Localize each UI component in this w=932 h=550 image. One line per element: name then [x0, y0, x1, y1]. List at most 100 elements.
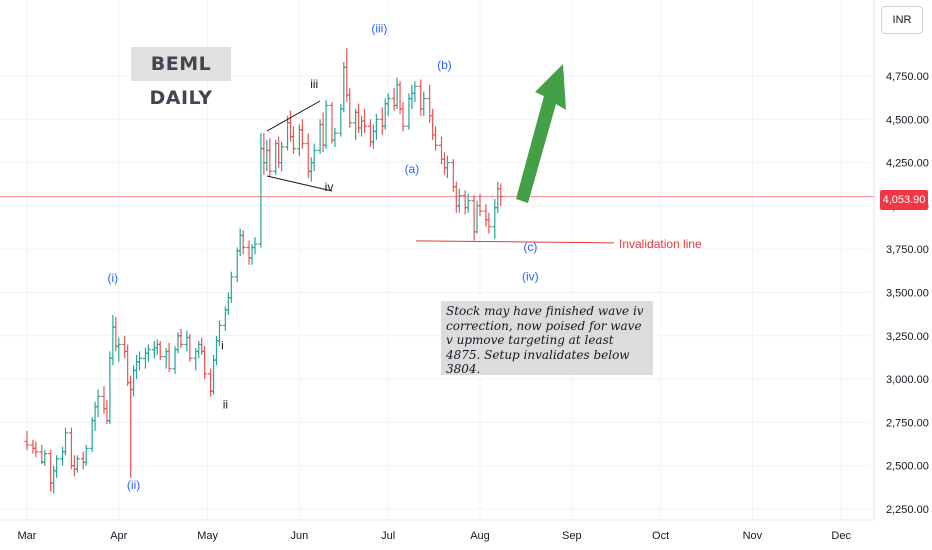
- ohlc-bar: [213, 335, 219, 366]
- ohlc-bar: [240, 230, 246, 255]
- ohlc-bar: [60, 446, 66, 466]
- ohlc-bar: [95, 389, 101, 418]
- ohlc-bar: [234, 247, 240, 283]
- price-tick-label: 4,250.00: [886, 158, 929, 170]
- wave-label: (b): [437, 58, 452, 72]
- wave-label: iv: [325, 180, 334, 194]
- ohlc-bar: [421, 91, 427, 116]
- ohlc-bar: [225, 292, 231, 316]
- price-tick-label: 2,750.00: [886, 417, 929, 429]
- ohlc-bar: [409, 84, 415, 109]
- ohlc-bar: [74, 455, 80, 473]
- ohlc-bar: [122, 335, 128, 359]
- ohlc-bar: [116, 337, 122, 362]
- time-axis[interactable]: Mar Apr May Jun Jul Aug Sep Oct Nov Dec: [0, 519, 874, 542]
- wave-label: iii: [310, 77, 318, 91]
- currency-button[interactable]: INR: [881, 6, 923, 34]
- time-tick-label: Dec: [831, 530, 851, 542]
- time-tick-label: Sep: [562, 530, 582, 542]
- ohlc-bar: [228, 271, 234, 303]
- ohlc-bar: [92, 401, 98, 432]
- ohlc-bar: [486, 212, 492, 234]
- ohlc-bar: [68, 427, 74, 470]
- ohlc-bar: [258, 133, 264, 248]
- time-tick-label: Oct: [652, 530, 669, 542]
- ohlc-bar: [385, 93, 391, 116]
- ohlc-bar: [208, 368, 214, 397]
- ohlc-bar: [246, 240, 252, 265]
- ohlc-bar: [172, 346, 178, 374]
- ohlc-bar: [30, 439, 36, 454]
- ohlc-bar: [51, 465, 57, 494]
- ohlc-bar: [264, 140, 270, 172]
- price-tick-label: 2,250.00: [886, 504, 929, 516]
- ohlc-bar: [101, 386, 107, 414]
- ohlc-bar: [128, 375, 134, 478]
- price-tick-label: 2,500.00: [886, 461, 929, 473]
- ohlc-bar: [400, 101, 406, 132]
- analysis-note: Stock may have finished wave iv correcti…: [441, 301, 653, 376]
- ohlc-bar: [107, 351, 113, 425]
- price-axis[interactable]: 2,250.00 2,500.00 2,750.00 3,000.00 3,250.00…: [873, 0, 929, 520]
- ohlc-bar: [267, 138, 273, 177]
- wave-drawings: [266, 64, 566, 203]
- ohlc-bar: [332, 127, 338, 148]
- ohlc-bar: [24, 431, 30, 451]
- ohlc-bar: [471, 195, 477, 241]
- ohlc-bar: [311, 143, 317, 172]
- ohlc-bar: [362, 108, 368, 134]
- ohlc-bar: [39, 444, 45, 464]
- time-tick-label: Jul: [381, 530, 395, 542]
- ohlc-bar: [492, 198, 498, 239]
- ohlc-bar: [456, 188, 462, 213]
- price-tick-label: 4,500.00: [886, 114, 929, 126]
- ohlc-bar: [320, 112, 326, 153]
- ohlc-bar: [412, 81, 418, 102]
- ohlc-bar: [42, 450, 48, 466]
- wave-label: (iv): [522, 269, 539, 283]
- ohlc-bar: [237, 228, 243, 257]
- price-tick-label: 4,750.00: [886, 71, 929, 83]
- ohlc-bar: [279, 141, 285, 172]
- ohlc-bar: [83, 444, 89, 466]
- time-tick-label: Nov: [743, 530, 763, 542]
- price-tick-label: 3,750.00: [886, 244, 929, 256]
- ohlc-bar: [427, 84, 433, 123]
- ohlc-bars: [24, 48, 504, 494]
- ohlc-bar: [211, 354, 217, 395]
- ohlc-bar: [134, 354, 140, 380]
- ohlc-bar: [145, 344, 151, 362]
- wave-label: (c): [523, 240, 537, 254]
- ohlc-bar: [33, 441, 39, 458]
- time-tick-label: Mar: [18, 530, 37, 542]
- target-arrow: [516, 64, 566, 203]
- ohlc-bar: [216, 320, 222, 347]
- ohlc-bar: [394, 77, 400, 109]
- ohlc-bar: [441, 152, 447, 175]
- ohlc-bar: [367, 119, 373, 148]
- time-tick-label: Jun: [291, 530, 309, 542]
- price-tick-label: 3,000.00: [886, 374, 929, 386]
- ohlc-bar: [125, 344, 131, 387]
- triangle-upper-line: [266, 100, 321, 132]
- ohlc-bar: [439, 136, 445, 165]
- time-tick-label: Aug: [470, 530, 490, 542]
- chart-title: BEML DAILY: [131, 47, 231, 109]
- ohlc-bar: [154, 339, 160, 355]
- ohlc-bar: [483, 204, 489, 227]
- ohlc-bar: [137, 351, 143, 371]
- ohlc-bar: [110, 315, 116, 366]
- ohlc-bar: [344, 48, 350, 102]
- ohlc-bar: [444, 155, 450, 179]
- wave-label: i: [221, 339, 224, 353]
- ohlc-bar: [299, 119, 305, 149]
- ohlc-bar: [178, 328, 184, 348]
- ohlc-bar: [373, 114, 379, 141]
- ohlc-bar: [347, 88, 353, 128]
- ohlc-bar: [184, 330, 190, 352]
- ohlc-bar: [261, 133, 267, 175]
- ohlc-bar: [418, 79, 424, 116]
- ohlc-bar: [341, 62, 347, 113]
